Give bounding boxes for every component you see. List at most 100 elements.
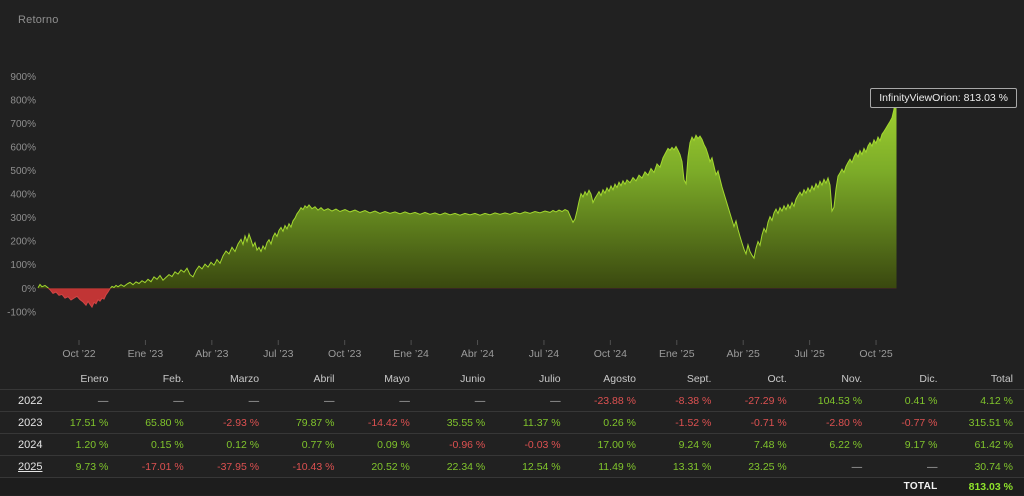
monthly-returns-table: Enero Feb. Marzo Abril Mayo Junio Julio Agosto S… [0, 368, 1024, 495]
return-value-cell: — [797, 455, 874, 478]
table-header-cell: Dic. [873, 368, 949, 390]
x-axis-tick-label: Jul ’24 [529, 348, 560, 360]
year-cell[interactable]: 2025 [0, 455, 44, 478]
y-axis-tick-label: 700% [10, 119, 36, 130]
y-axis-tick-label: 900% [10, 72, 36, 83]
y-axis-tick-label: 800% [10, 95, 36, 106]
return-value-cell: 22.34 % [420, 455, 497, 478]
return-value-cell: 61.42 % [948, 433, 1024, 456]
return-value-cell: -14.42 % [345, 411, 421, 434]
return-value-cell: 0.26 % [571, 411, 647, 434]
y-axis-tick-label: -100% [7, 307, 36, 318]
return-value-cell: 79.87 % [270, 411, 346, 434]
page-title: Retorno [18, 14, 59, 26]
return-value-cell: 9.17 % [873, 433, 949, 456]
return-value-cell: -2.93 % [194, 411, 271, 434]
return-value-cell: 23.25 % [722, 455, 798, 478]
return-value-cell: 30.74 % [948, 455, 1024, 478]
return-value-cell: — [194, 389, 271, 412]
total-row-spacer [722, 477, 798, 495]
return-line [37, 96, 897, 289]
return-value-cell: -27.29 % [722, 389, 798, 412]
table-header-cell: Enero [44, 368, 120, 390]
table-row: 2025 9.73 % -17.01 % -37.95 % -10.43 % 20.52 … [0, 455, 1024, 478]
x-axis-tick-label: Jul ’23 [263, 348, 294, 360]
return-value-cell: 0.77 % [270, 433, 346, 456]
return-value-cell: — [119, 389, 195, 412]
total-label: TOTAL [873, 477, 949, 495]
return-value-cell: -0.96 % [420, 433, 497, 456]
total-row-spacer [420, 477, 497, 495]
return-value-cell: — [496, 389, 572, 412]
return-value-cell: 104.53 % [797, 389, 874, 412]
table-header-year [0, 368, 44, 390]
total-row-spacer [194, 477, 271, 495]
return-value-cell: — [44, 389, 120, 412]
x-axis-tick-label: Oct ’24 [594, 348, 627, 360]
y-axis-tick-label: 400% [10, 190, 36, 201]
return-value-cell: 35.55 % [420, 411, 497, 434]
total-row-spacer [119, 477, 195, 495]
year-cell[interactable]: 2024 [0, 433, 44, 456]
year-cell[interactable]: 2022 [0, 389, 44, 412]
return-value-cell: -8.38 % [647, 389, 723, 412]
return-value-cell: 12.54 % [496, 455, 572, 478]
y-axis-labels: 900% 800% 700% 600% 500% 400% 300% 200% 100% 0% -1… [7, 72, 36, 318]
return-value-cell: 11.37 % [496, 411, 572, 434]
x-axis-tick-label: Abr ’24 [461, 348, 494, 360]
return-value-cell: — [345, 389, 421, 412]
return-value-cell: 0.12 % [194, 433, 271, 456]
table-row: 2023 17.51 % 65.80 % -2.93 % 79.87 % -14.42 %… [0, 411, 1024, 434]
table-header-cell: Julio [496, 368, 572, 390]
return-value-cell: 315.51 % [948, 411, 1024, 434]
return-value-cell: — [873, 455, 949, 478]
y-axis-tick-label: 200% [10, 237, 36, 248]
table-header-cell: Junio [420, 368, 497, 390]
total-row-spacer [647, 477, 723, 495]
y-axis-tick-label: 500% [10, 166, 36, 177]
return-value-cell: 13.31 % [647, 455, 723, 478]
table-header-cell: Mayo [345, 368, 421, 390]
return-value-cell: 20.52 % [345, 455, 421, 478]
y-axis-tick-label: 0% [22, 284, 37, 295]
return-value-cell: 65.80 % [119, 411, 195, 434]
x-axis-tick-label: Ene ’24 [393, 348, 429, 360]
return-value-cell: 0.15 % [119, 433, 195, 456]
total-row-spacer [571, 477, 647, 495]
year-cell[interactable]: 2023 [0, 411, 44, 434]
table-header-cell: Total [948, 368, 1024, 390]
x-axis-tick-label: Oct ’25 [859, 348, 892, 360]
return-value-cell: -10.43 % [270, 455, 346, 478]
return-value-cell: — [420, 389, 497, 412]
x-axis-tick-label: Abr ’25 [727, 348, 760, 360]
return-value-cell: -23.88 % [571, 389, 647, 412]
table-header-cell: Nov. [797, 368, 874, 390]
y-axis-tick-label: 600% [10, 143, 36, 154]
y-axis-tick-label: 100% [10, 260, 36, 271]
return-value-cell: — [270, 389, 346, 412]
returns-chart-svg[interactable]: 900% 800% 700% 600% 500% 400% 300% 200% 100% 0% -1… [0, 0, 1024, 366]
table-header-cell: Oct. [722, 368, 798, 390]
return-value-cell: 17.51 % [44, 411, 120, 434]
total-row-spacer [797, 477, 874, 495]
x-axis-tick-label: Oct ’22 [62, 348, 95, 360]
return-value-cell: -0.71 % [722, 411, 798, 434]
returns-chart[interactable]: 900% 800% 700% 600% 500% 400% 300% 200% 100% 0% -1… [0, 0, 1024, 366]
total-row-spacer [270, 477, 346, 495]
x-axis-tick-label: Abr ’23 [195, 348, 228, 360]
table-row: 2022— — — — — — — -23.88 % -8.38 % -27.29 % 104.53… [0, 389, 1024, 412]
total-row-spacer [345, 477, 421, 495]
return-value-cell: 4.12 % [948, 389, 1024, 412]
x-axis-tick-label: Jul ’25 [794, 348, 825, 360]
table-header-cell: Abril [270, 368, 346, 390]
return-value-cell: 1.20 % [44, 433, 120, 456]
table-header-cell: Feb. [119, 368, 195, 390]
return-value-cell: -2.80 % [797, 411, 874, 434]
table-row: 2024 1.20 % 0.15 % 0.12 % 0.77 % 0.09 % -0.96 … [0, 433, 1024, 456]
return-value-cell: -0.03 % [496, 433, 572, 456]
positive-return-area [38, 96, 897, 289]
x-axis-tick-label: Ene ’25 [659, 348, 695, 360]
return-value-cell: -0.77 % [873, 411, 949, 434]
return-value-cell: 0.09 % [345, 433, 421, 456]
x-axis-labels: Oct ’22 Ene ’23 Abr ’23 Jul ’23 Oct ’23 Ene ’… [62, 340, 893, 360]
